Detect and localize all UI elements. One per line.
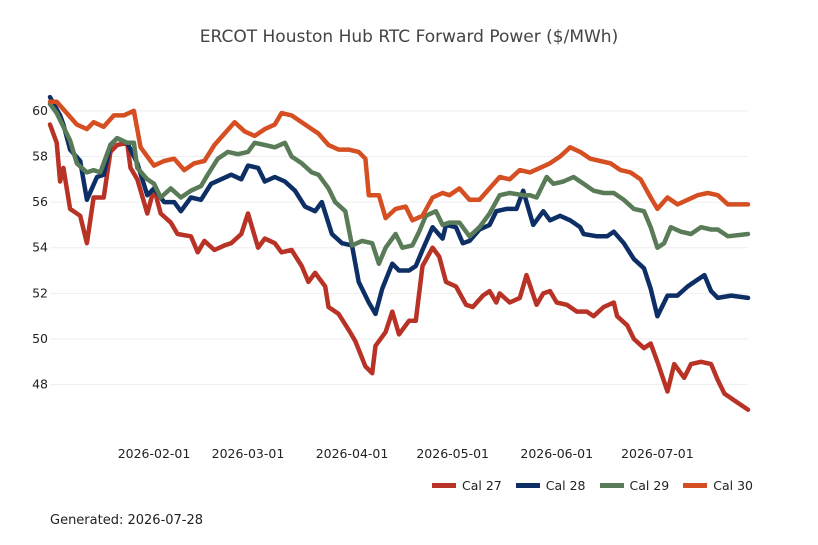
x-tick-label: 2026-07-01 (621, 446, 694, 461)
legend-item: Cal 29 (599, 478, 670, 493)
y-tick-label: 48 (32, 377, 48, 392)
y-tick-label: 60 (32, 103, 48, 118)
legend-item: Cal 27 (432, 478, 502, 493)
x-axis: 2026-02-01 2026-03-01 2026-04-01 2026-05-01… (118, 446, 694, 461)
y-tick-label: 50 (32, 331, 48, 346)
legend: Cal 27 Cal 28 Cal 29 Cal 30 (432, 478, 753, 493)
y-tick-label: 52 (32, 285, 48, 300)
series-line-cal-27 (47, 122, 751, 412)
x-tick-label: 2026-06-01 (520, 446, 593, 461)
series-line-cal-29 (47, 101, 751, 266)
legend-label: Cal 27 (462, 478, 502, 493)
legend-label: Cal 28 (545, 478, 586, 493)
legend-label: Cal 30 (713, 478, 753, 493)
legend-label: Cal 29 (629, 478, 670, 493)
generated-date: Generated: 2026-07-28 (50, 513, 204, 528)
x-tick-label: 2026-03-01 (212, 446, 285, 461)
y-tick-label: 54 (32, 240, 48, 255)
series-lines (47, 94, 751, 412)
legend-swatch (432, 483, 456, 488)
legend-swatch (683, 483, 708, 488)
y-tick-label: 58 (32, 148, 48, 163)
legend-swatch (599, 483, 624, 488)
legend-item: Cal 30 (683, 478, 753, 493)
x-tick-label: 2026-02-01 (118, 446, 191, 461)
legend-item: Cal 28 (515, 478, 586, 493)
x-tick-label: 2026-05-01 (416, 446, 489, 461)
grid-lines (50, 110, 748, 386)
x-tick-label: 2026-04-01 (316, 446, 389, 461)
series-line-cal-30 (47, 99, 751, 223)
chart-title: ERCOT Houston Hub RTC Forward Power ($/M… (199, 27, 619, 47)
y-axis: 48 50 52 54 56 58 60 (32, 103, 48, 392)
legend-swatch (515, 483, 540, 488)
y-tick-label: 56 (32, 194, 48, 209)
